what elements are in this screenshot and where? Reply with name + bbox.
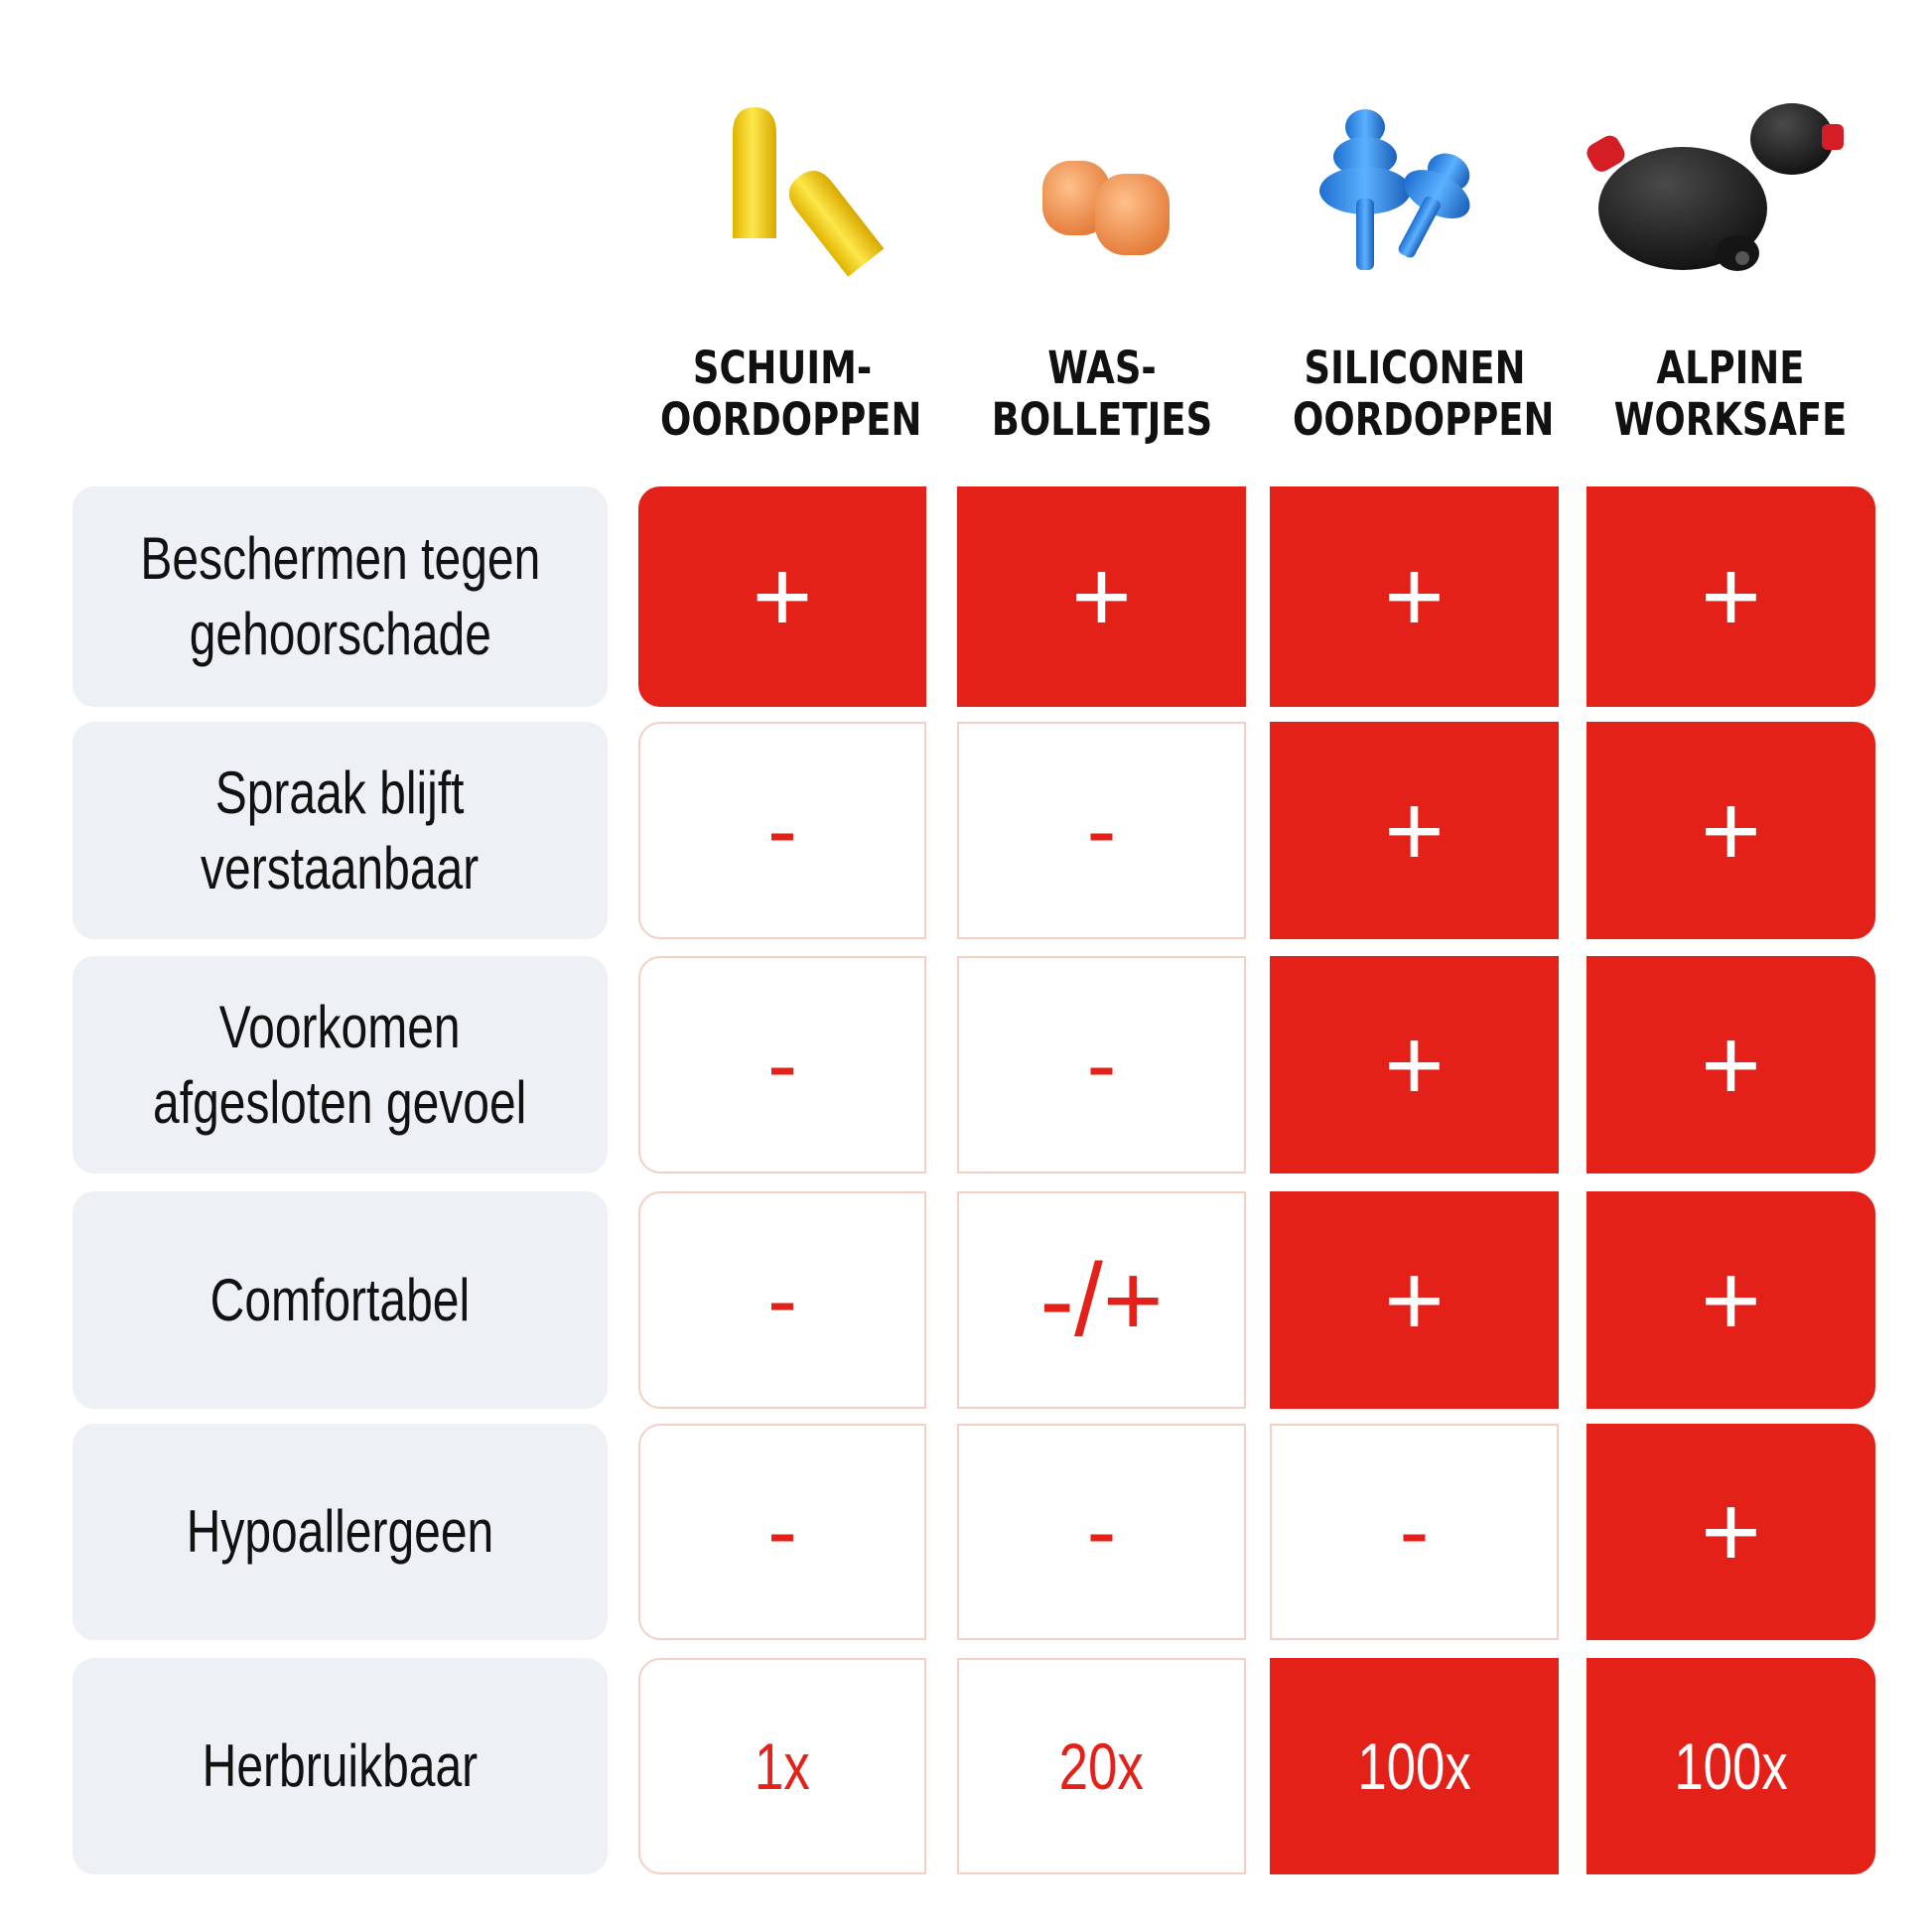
column-title-foam: SCHUIM- OORDOPPEN [660, 342, 922, 446]
table-cell: + [1587, 486, 1875, 707]
row-label-protection: Beschermen tegen gehoorschade [72, 486, 608, 707]
table-cell: - [957, 956, 1246, 1173]
cell-value: + [1071, 539, 1132, 654]
cell-value: - [767, 780, 797, 881]
cell-value: + [1701, 1474, 1761, 1589]
table-cell: - [638, 1191, 926, 1409]
cell-value: 20x [1058, 1729, 1145, 1803]
table-cell: + [1270, 722, 1559, 939]
row-label-occlusion: Voorkomen afgesloten gevoel [72, 956, 608, 1173]
table-cell: - [957, 722, 1246, 939]
table-cell: 1x [638, 1658, 926, 1874]
table-cell: + [1587, 1191, 1875, 1409]
cell-value: - [1086, 780, 1117, 881]
cell-value: + [1384, 772, 1445, 889]
column-title-alpine: ALPINE WORKSAFE [1613, 342, 1848, 446]
black-alpine-earplugs-image [1587, 103, 1844, 271]
table-cell: + [1270, 956, 1559, 1173]
cell-value: - [767, 1015, 797, 1115]
table-cell: 20x [957, 1658, 1246, 1874]
table-cell: + [957, 486, 1246, 707]
row-label-speech: Spraak blijft verstaanbaar [72, 722, 608, 939]
cell-value: + [1701, 1242, 1761, 1358]
cell-value: 1x [755, 1729, 810, 1803]
table-cell: - [638, 1424, 926, 1640]
row-label-hypoallergenic: Hypoallergeen [72, 1424, 608, 1640]
table-cell: - [638, 956, 926, 1173]
cell-value: - [767, 1250, 797, 1350]
table-cell: - [1270, 1424, 1559, 1640]
yellow-foam-earplugs-image [733, 107, 885, 277]
table-cell: + [1587, 722, 1875, 939]
cell-value: 100x [1674, 1729, 1788, 1803]
cell-value: - [1086, 1482, 1117, 1582]
table-cell: + [1587, 956, 1875, 1173]
table-cell: + [1270, 1191, 1559, 1409]
cell-value: - [1086, 1015, 1117, 1115]
cell-value: + [1701, 1007, 1761, 1123]
table-cell: 100x [1270, 1658, 1559, 1874]
row-label-reusable: Herbruikbaar [72, 1658, 608, 1874]
table-cell: + [1587, 1424, 1875, 1640]
column-title-silicone: SILICONEN OORDOPPEN [1293, 342, 1555, 446]
cell-value: - [767, 1482, 797, 1582]
cell-value: + [1384, 1007, 1445, 1123]
cell-value: + [1701, 539, 1761, 654]
cell-value: - [1399, 1482, 1430, 1582]
cell-value: 100x [1357, 1729, 1471, 1803]
cell-value: + [752, 539, 813, 654]
row-label-comfort: Comfortabel [72, 1191, 608, 1409]
cell-value: + [1384, 539, 1445, 654]
cell-value: + [1701, 772, 1761, 889]
blue-silicone-earplugs-image [1319, 109, 1470, 270]
column-title-wax: WAS- BOLLETJES [991, 342, 1213, 446]
cell-value: -/+ [1039, 1242, 1164, 1358]
table-cell: -/+ [957, 1191, 1246, 1409]
table-cell: + [638, 486, 926, 707]
table-cell: - [638, 722, 926, 939]
orange-wax-balls-image [1042, 161, 1170, 255]
table-cell: 100x [1587, 1658, 1875, 1874]
cell-value: + [1384, 1242, 1445, 1358]
table-cell: - [957, 1424, 1246, 1640]
table-cell: + [1270, 486, 1559, 707]
